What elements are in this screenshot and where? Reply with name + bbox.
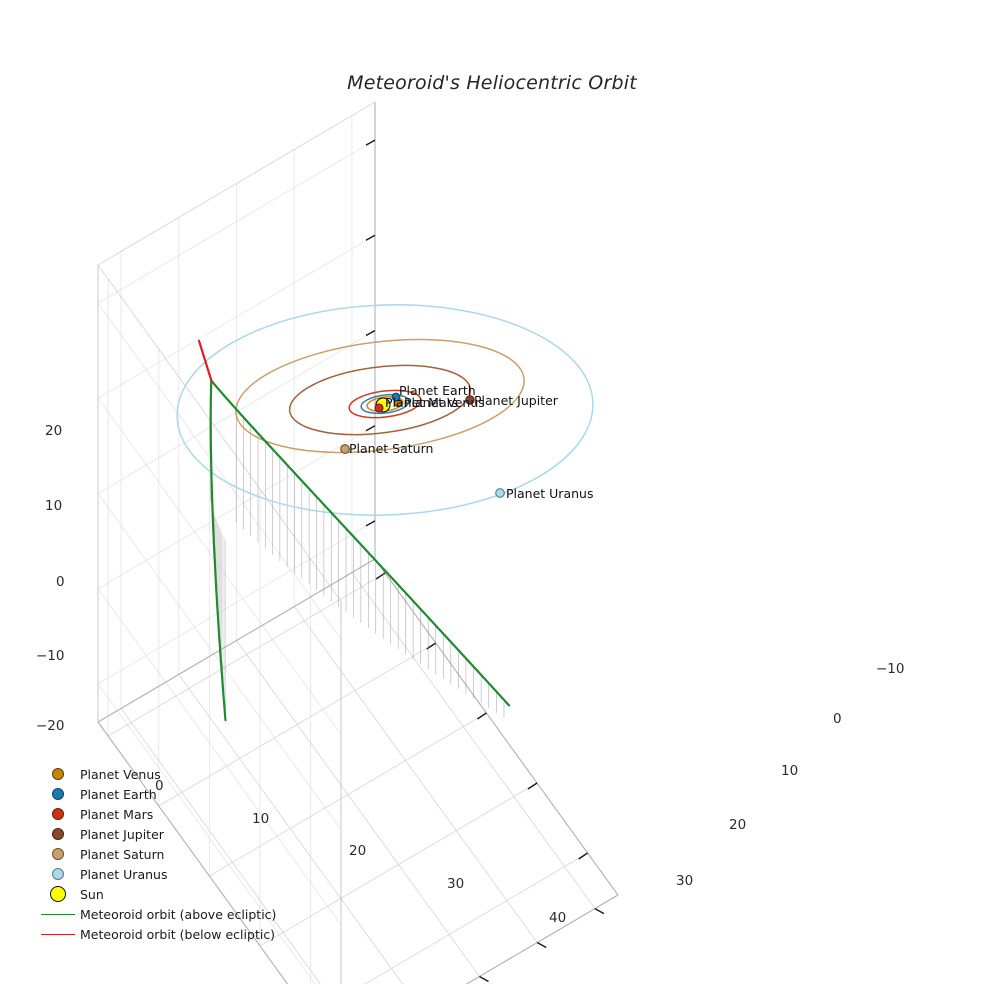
legend-item-label: Meteoroid orbit (below ecliptic) <box>80 926 276 942</box>
legend-item[interactable]: Planet Venus <box>36 764 336 784</box>
legend-item[interactable]: Planet Jupiter <box>36 824 336 844</box>
legend-item-label: Planet Jupiter <box>80 826 164 842</box>
z-axis-tick-label: −10 <box>36 648 65 664</box>
legend-line-swatch <box>36 933 80 935</box>
body-label-planet-saturn: Planet Saturn <box>349 441 434 456</box>
legend-item[interactable]: Planet Uranus <box>36 864 336 884</box>
legend-marker-icon <box>36 768 80 780</box>
x-axis-tick-label: 0 <box>155 778 164 794</box>
body-marker-planet-jupiter <box>465 395 475 405</box>
y-axis-tick-label: −10 <box>876 661 905 677</box>
planet-markers <box>340 392 505 498</box>
meteoroid-trajectory <box>197 339 511 722</box>
legend-item-label: Planet Mars <box>80 806 154 822</box>
legend-item-label: Meteoroid orbit (above ecliptic) <box>80 906 277 922</box>
legend-item-label: Planet Uranus <box>80 866 168 882</box>
x-axis-tick-label: 10 <box>252 811 270 827</box>
body-label-planet-uranus: Planet Uranus <box>506 486 594 501</box>
body-label-planet-jupiter: Planet Jupiter <box>474 393 558 408</box>
x-axis-tick-label: 30 <box>447 876 465 892</box>
legend-marker-icon <box>36 808 80 820</box>
legend-item[interactable]: Planet Mars <box>36 804 336 824</box>
legend-line-swatch <box>36 913 80 915</box>
legend-marker-icon <box>36 848 80 860</box>
z-axis-tick-label: 20 <box>45 423 63 439</box>
legend: Planet Venus Planet Earth Planet Mars Plane… <box>36 764 336 944</box>
z-axis-tick-label: −20 <box>36 718 65 734</box>
legend-item[interactable]: Meteoroid orbit (below ecliptic) <box>36 924 336 944</box>
y-axis-tick-label: 0 <box>833 711 842 727</box>
x-axis-tick-label: 40 <box>549 910 567 926</box>
legend-item[interactable]: Meteoroid orbit (above ecliptic) <box>36 904 336 924</box>
legend-marker-icon <box>36 828 80 840</box>
body-marker-planet-uranus <box>495 488 505 498</box>
legend-item[interactable]: Planet Earth <box>36 784 336 804</box>
body-label-planet-mars: Planet Mars <box>385 395 459 410</box>
body-label-planet-venus: Planet Venus <box>404 395 485 410</box>
legend-marker-icon <box>36 868 80 880</box>
planet-orbit-ellipses <box>176 304 594 516</box>
legend-item-label: Planet Venus <box>80 766 161 782</box>
y-axis-tick-label: 20 <box>729 817 747 833</box>
legend-item-label: Planet Earth <box>80 786 157 802</box>
legend-marker-icon <box>36 788 80 800</box>
legend-item[interactable]: Sun <box>36 884 336 904</box>
legend-item[interactable]: Planet Saturn <box>36 844 336 864</box>
body-marker-planet-mars <box>374 403 384 413</box>
axis-box-edges <box>97 101 619 984</box>
chart-title: Meteoroid's Heliocentric Orbit <box>347 72 637 94</box>
y-axis-tick-label: 10 <box>781 763 799 779</box>
x-axis-tick-label: 20 <box>349 843 367 859</box>
legend-item-label: Planet Saturn <box>80 846 165 862</box>
z-axis-tick-label: 0 <box>56 574 65 590</box>
body-marker-planet-earth <box>391 392 401 402</box>
axis-tick-marks <box>365 139 605 983</box>
body-label-planet-earth: Planet Earth <box>399 383 476 398</box>
y-axis-tick-label: 30 <box>676 873 694 889</box>
legend-marker-icon <box>36 886 80 902</box>
z-axis-tick-label: 10 <box>45 498 63 514</box>
body-marker-planet-saturn <box>340 444 350 454</box>
grid-lines <box>97 115 596 984</box>
legend-item-label: Sun <box>80 886 104 902</box>
